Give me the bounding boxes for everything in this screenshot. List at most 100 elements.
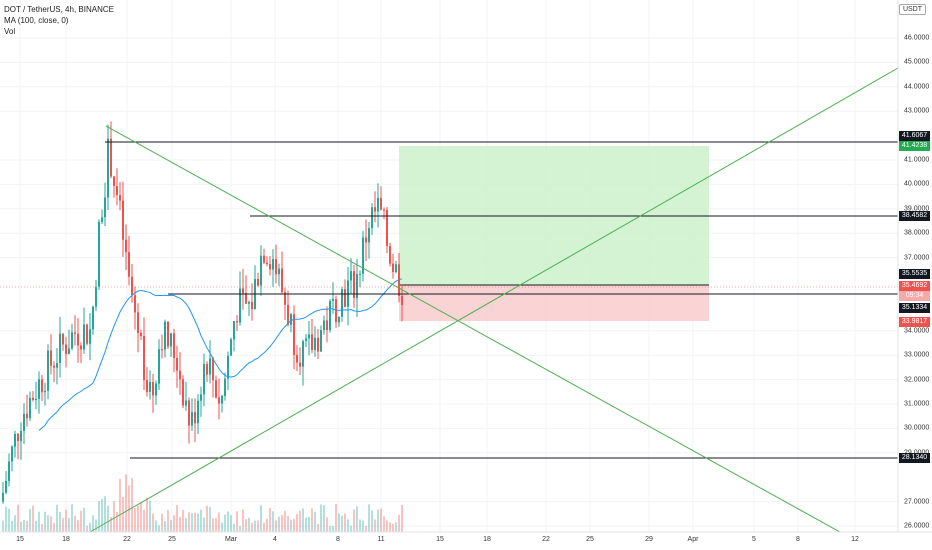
price-tick-label: 43.0000 bbox=[904, 107, 930, 115]
candle-body bbox=[74, 332, 76, 334]
candle-body bbox=[260, 255, 262, 286]
volume-bar bbox=[227, 511, 229, 532]
volume-bar bbox=[371, 510, 373, 532]
volume-bar bbox=[266, 518, 268, 532]
candle-body bbox=[77, 333, 79, 346]
volume-bar bbox=[224, 514, 226, 532]
time-tick-label: 11 bbox=[377, 536, 385, 543]
candle-body bbox=[308, 334, 310, 339]
price-tick-label: 40.0000 bbox=[904, 180, 930, 188]
currency-unit-button[interactable]: USDT bbox=[898, 4, 926, 15]
candle-body bbox=[257, 278, 259, 286]
candle-body bbox=[296, 355, 298, 363]
volume-bar bbox=[44, 511, 46, 532]
volume-bar bbox=[251, 522, 253, 532]
volume-bar bbox=[239, 525, 241, 532]
time-tick-label: Mar bbox=[224, 536, 238, 543]
time-tick-label: 5 bbox=[752, 536, 756, 543]
volume-bar bbox=[215, 518, 217, 532]
volume-bar bbox=[344, 513, 346, 532]
candle-body bbox=[86, 324, 88, 344]
volume-bar bbox=[299, 510, 301, 532]
candle-body bbox=[383, 209, 385, 211]
candle-body bbox=[116, 185, 118, 196]
candle-body bbox=[314, 337, 316, 350]
price-tick-label: 31.0000 bbox=[904, 400, 930, 408]
volume-bar bbox=[386, 520, 388, 532]
volume-bar bbox=[176, 505, 178, 532]
candle-body bbox=[401, 295, 403, 306]
volume-bar bbox=[143, 509, 145, 532]
support-price-label: 35.1334 bbox=[899, 303, 930, 313]
volume-bar bbox=[248, 517, 250, 532]
volume-bar bbox=[305, 517, 307, 532]
volume-bar bbox=[203, 517, 205, 532]
volume-bar bbox=[209, 506, 211, 532]
candle-body bbox=[305, 338, 307, 342]
volume-bar bbox=[374, 519, 376, 532]
volume-bar bbox=[197, 513, 199, 532]
candle-body bbox=[203, 363, 205, 395]
volume-bar bbox=[77, 520, 79, 532]
candle-body bbox=[122, 200, 124, 240]
volume-bar bbox=[362, 520, 364, 532]
legend: DOT / TetherUS, 4h, BINANCE MA (100, clo… bbox=[4, 4, 114, 37]
volume-indicator-label[interactable]: Vol bbox=[4, 27, 16, 36]
candle-body bbox=[14, 433, 16, 447]
symbol-label[interactable]: DOT / TetherUS, 4h, BINANCE bbox=[4, 5, 114, 14]
volume-bar bbox=[11, 520, 13, 532]
ma-indicator-label[interactable]: MA (100, close, 0) bbox=[4, 16, 69, 25]
volume-bar bbox=[134, 508, 136, 532]
volume-bar bbox=[149, 500, 151, 532]
candle-body bbox=[374, 207, 376, 212]
candle-body bbox=[200, 394, 202, 401]
volume-bar bbox=[92, 515, 94, 532]
candle-body bbox=[83, 324, 85, 350]
candle-body bbox=[245, 293, 247, 304]
candle-body bbox=[191, 412, 193, 426]
candle-body bbox=[209, 358, 211, 375]
volume-bar bbox=[311, 508, 313, 532]
volume-bar bbox=[206, 505, 208, 532]
volume-bar bbox=[245, 519, 247, 532]
volume-bar bbox=[170, 519, 172, 532]
price-tick-label: 27.0000 bbox=[904, 498, 930, 506]
volume-bar bbox=[188, 512, 190, 532]
volume-bar bbox=[122, 496, 124, 532]
volume-bar bbox=[185, 518, 187, 532]
volume-bar bbox=[56, 504, 58, 532]
volume-bar bbox=[41, 524, 43, 532]
candle-body bbox=[56, 362, 58, 368]
candle-body bbox=[392, 263, 394, 272]
volume-bar bbox=[200, 509, 202, 532]
top-line-price-label: 41.6067 bbox=[899, 131, 930, 141]
volume-bar bbox=[50, 516, 52, 532]
candle-body bbox=[8, 461, 10, 481]
volume-bar bbox=[380, 508, 382, 532]
candle-body bbox=[89, 329, 91, 344]
candle-body bbox=[104, 197, 106, 218]
volume-bar bbox=[335, 504, 337, 532]
candle-body bbox=[38, 379, 40, 399]
volume-bar bbox=[146, 497, 148, 532]
candle-body bbox=[272, 259, 274, 270]
volume-bar bbox=[332, 525, 334, 532]
volume-bar bbox=[53, 523, 55, 532]
candle-body bbox=[185, 400, 187, 406]
volume-bar bbox=[353, 509, 355, 532]
grid bbox=[0, 0, 898, 532]
volume-bar bbox=[152, 513, 154, 532]
volume-bar bbox=[221, 522, 223, 532]
candle-body bbox=[377, 197, 379, 212]
candle-body bbox=[152, 381, 154, 396]
candle-body bbox=[158, 349, 160, 384]
candle-body bbox=[35, 398, 37, 401]
candle-body bbox=[59, 333, 61, 363]
volume-bar bbox=[368, 504, 370, 532]
candle-body bbox=[140, 332, 142, 337]
time-tick-label: 18 bbox=[62, 536, 70, 543]
candle-body bbox=[119, 195, 121, 201]
candle-body bbox=[68, 348, 70, 355]
candle-body bbox=[275, 259, 277, 275]
